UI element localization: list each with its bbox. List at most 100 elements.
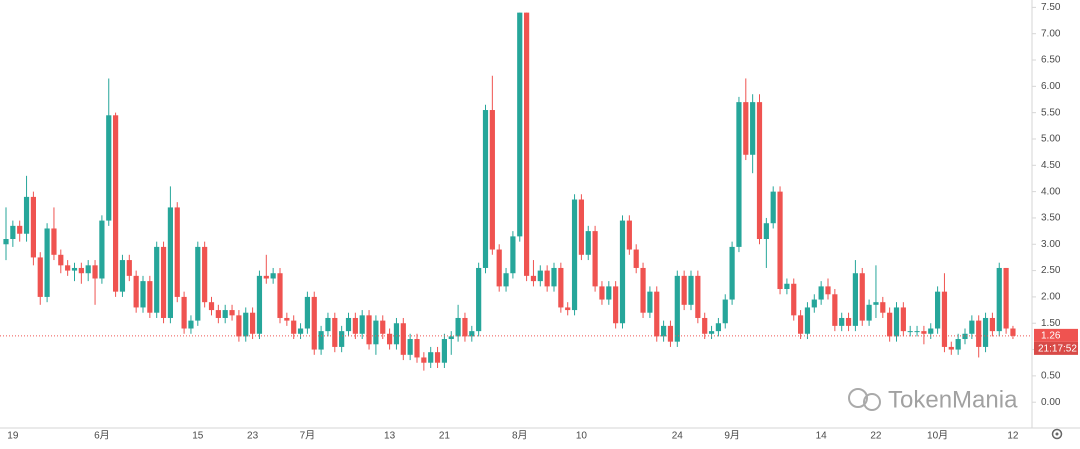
candle-body (750, 102, 756, 155)
candle-body (900, 307, 906, 332)
candle-body (832, 294, 838, 326)
candle-body (277, 273, 283, 318)
y-tick-label: 2.50 (1041, 265, 1061, 276)
x-tick-label: 22 (870, 431, 882, 442)
candle-body (606, 286, 612, 300)
candle-body (784, 283, 790, 290)
candle-body (215, 310, 221, 318)
candle-body (51, 228, 57, 255)
x-tick-label: 7月 (300, 430, 316, 442)
candle-body (640, 267, 646, 313)
x-tick-label: 15 (192, 431, 204, 442)
candle-body (496, 249, 502, 287)
candle-body (160, 246, 167, 318)
candle-body (325, 317, 331, 332)
candle-body (880, 302, 886, 313)
candle-body (756, 102, 763, 240)
candle-body (380, 320, 386, 334)
candle-body (969, 320, 975, 334)
candle-body (565, 307, 571, 311)
watermark-icon (863, 393, 881, 411)
y-tick-label: 4.00 (1041, 186, 1061, 197)
candle-body (613, 286, 619, 324)
y-tick-label: 6.50 (1041, 55, 1061, 66)
candle-body (661, 325, 667, 337)
settings-icon[interactable] (1051, 428, 1063, 440)
candle-body (887, 312, 893, 337)
candle-body (140, 281, 146, 308)
candle-body (804, 307, 811, 334)
candle-body (907, 331, 913, 333)
candle-body (195, 246, 201, 321)
candle-body (845, 317, 852, 326)
candle-body (441, 339, 447, 363)
candle-body (928, 328, 934, 334)
candle-body (989, 317, 995, 332)
candle-body (503, 273, 509, 287)
candle-body (147, 281, 153, 313)
candle-body (544, 270, 550, 287)
y-tick-label: 5.00 (1041, 134, 1061, 145)
candle-body (297, 328, 304, 334)
candle-body (962, 333, 968, 340)
settings-gear[interactable] (1051, 428, 1063, 440)
candle-body (818, 286, 824, 300)
candle-body (976, 320, 982, 347)
candle-body (578, 199, 584, 255)
candle-body (791, 283, 797, 316)
candle-body (715, 323, 721, 332)
candle-body (510, 236, 516, 274)
x-tick-label: 8月 (512, 430, 528, 442)
candle-body (708, 331, 715, 334)
candle-body (243, 312, 249, 337)
candle-body (722, 299, 728, 324)
settings-gear-center[interactable] (1055, 432, 1059, 436)
candle-body (654, 291, 660, 337)
price-tag-label: 1.26 (1041, 331, 1061, 342)
candle-body (250, 312, 256, 334)
candle-body (695, 275, 701, 318)
candle-body (270, 273, 276, 279)
candle-body (17, 225, 23, 234)
candle-body (996, 267, 1002, 332)
candle-body (154, 246, 160, 313)
candle-body (476, 267, 482, 332)
candle-body (941, 291, 948, 347)
candle-body (469, 331, 475, 337)
candle-body (777, 191, 783, 290)
candle-body (455, 317, 461, 337)
candle-body (222, 310, 228, 318)
candle-body (119, 260, 126, 292)
candle-body (482, 110, 489, 268)
candle-body (263, 275, 269, 279)
y-tick-label: 2.00 (1041, 292, 1061, 303)
x-tick-label: 19 (7, 431, 19, 442)
candle-body (859, 273, 865, 321)
x-tick-label: 21 (439, 431, 451, 442)
candle-body (256, 275, 263, 334)
candle-body (619, 220, 626, 324)
y-tick-label: 1.50 (1041, 318, 1061, 329)
candle-body (674, 275, 680, 342)
x-tick-label: 9月 (724, 430, 740, 442)
candle-body (318, 331, 324, 350)
x-tick-label: 12 (1007, 431, 1019, 442)
candle-body (345, 317, 352, 332)
candle-body (65, 265, 71, 271)
x-tick-label: 13 (384, 431, 396, 442)
candle-body (311, 296, 317, 350)
candle-body (688, 275, 694, 305)
y-tick-label: 3.50 (1041, 213, 1061, 224)
candle-body (551, 267, 557, 287)
candle-body (955, 339, 961, 350)
candle-body (167, 207, 173, 318)
candle-body (85, 265, 91, 274)
y-tick-label: 7.50 (1041, 2, 1061, 13)
candle-body (99, 220, 105, 279)
candle-body (462, 317, 468, 337)
candle-body (304, 296, 310, 329)
y-tick-label: 7.00 (1041, 28, 1061, 39)
y-tick-label: 6.00 (1041, 81, 1061, 92)
candle-body (770, 191, 776, 224)
